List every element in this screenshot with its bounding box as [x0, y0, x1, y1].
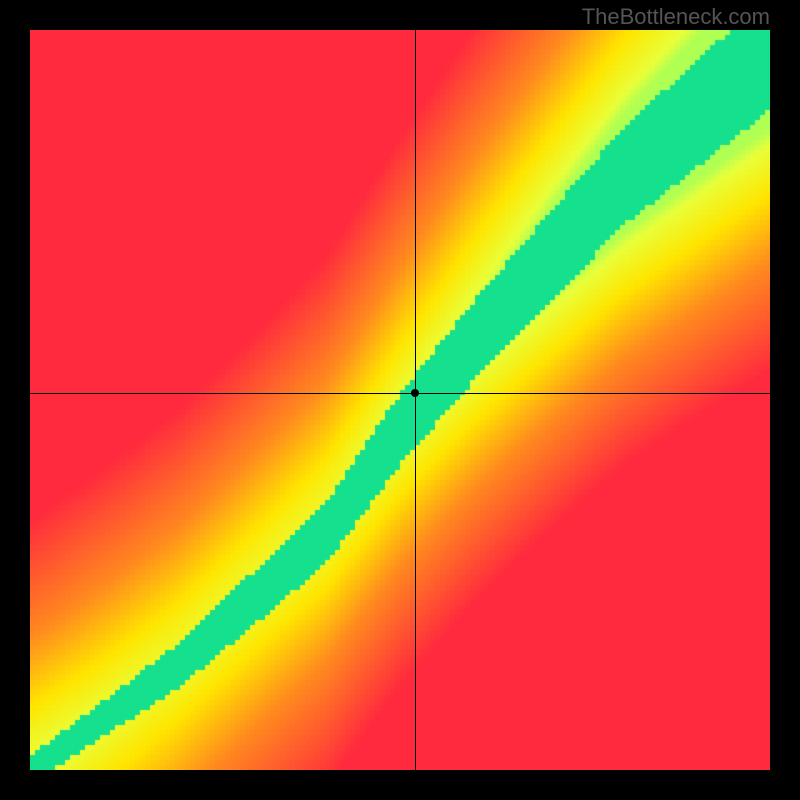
chart-container: TheBottleneck.com: [0, 0, 800, 800]
bottleneck-heatmap: [30, 30, 770, 770]
crosshair-vertical: [415, 30, 416, 770]
watermark-text: TheBottleneck.com: [582, 4, 770, 30]
selection-marker: [411, 389, 419, 397]
crosshair-horizontal: [30, 393, 770, 394]
